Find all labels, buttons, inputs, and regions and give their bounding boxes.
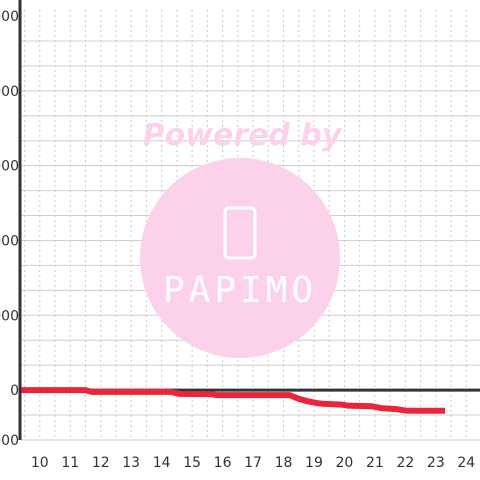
x-tick-label: 19 bbox=[305, 455, 323, 471]
x-tick-label: 23 bbox=[427, 455, 445, 471]
y-tick-label: 90,000 bbox=[0, 159, 19, 175]
watermark: Powered by PAPIMO bbox=[140, 118, 343, 358]
series-layer bbox=[21, 387, 445, 414]
x-tick-label: 21 bbox=[366, 455, 384, 471]
watermark-powered-by-text: Powered by bbox=[143, 118, 343, 153]
x-tick-label: 18 bbox=[275, 455, 293, 471]
x-tick-label: 24 bbox=[457, 455, 475, 471]
series-line bbox=[21, 387, 445, 414]
x-tick-label: 11 bbox=[61, 455, 79, 471]
x-tick-label: 14 bbox=[153, 455, 171, 471]
x-tick-label: 15 bbox=[183, 455, 201, 471]
phone-icon bbox=[223, 206, 257, 260]
y-tick-label: 0 bbox=[10, 383, 19, 399]
y-tick-label: 120,000 bbox=[0, 84, 19, 100]
x-tick-label: 17 bbox=[244, 455, 262, 471]
x-tick-label: 12 bbox=[92, 455, 110, 471]
tick-labels: 150,000 120,000 90,000 60,000 30,000 0 -20,000… bbox=[0, 9, 475, 471]
y-tick-label: 60,000 bbox=[0, 233, 19, 249]
x-tick-label: 16 bbox=[214, 455, 232, 471]
y-tick-label: 150,000 bbox=[0, 9, 19, 25]
x-tick-label: 10 bbox=[31, 455, 49, 471]
y-tick-label: 30,000 bbox=[0, 308, 19, 324]
x-tick-label: 13 bbox=[122, 455, 140, 471]
x-tick-label: 22 bbox=[396, 455, 414, 471]
watermark-brand-text: PAPIMO bbox=[163, 270, 317, 311]
x-tick-label: 20 bbox=[336, 455, 354, 471]
y-tick-label: -20,000 bbox=[0, 433, 19, 449]
